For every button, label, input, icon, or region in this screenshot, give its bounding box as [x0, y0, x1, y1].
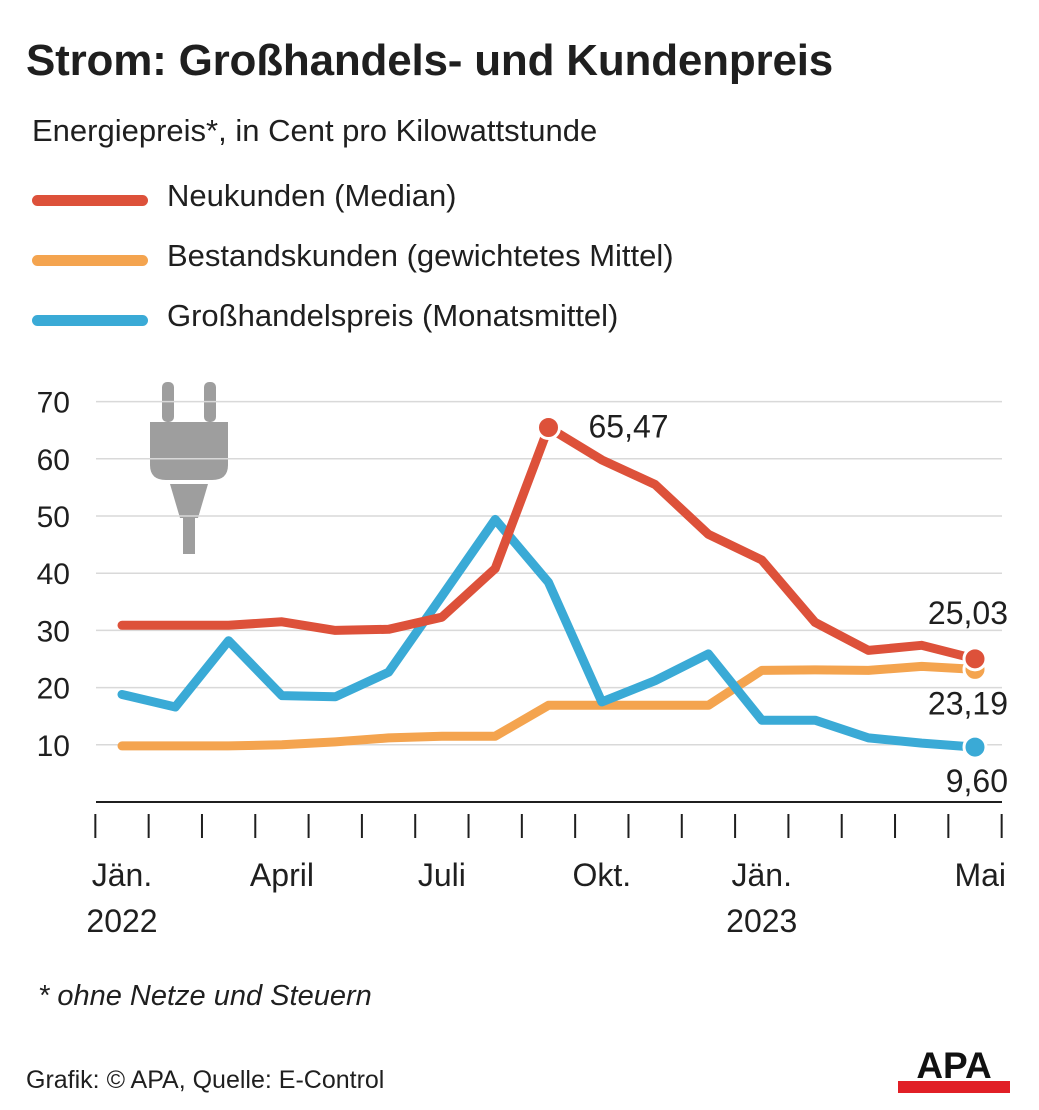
x-tick-label: Mai — [954, 857, 1006, 893]
source-credit: Grafik: © APA, Quelle: E-Control — [26, 1066, 385, 1094]
data-labels: 25,03 23,19 9,60 65,47 — [589, 409, 1009, 800]
end-label-bestandskunden: 23,19 — [928, 685, 1008, 721]
legend-swatch-grosshandel — [32, 315, 148, 326]
series-lines — [117, 415, 988, 760]
y-axis-labels: 10 20 30 40 50 60 70 — [37, 387, 70, 763]
y-tick-label-10: 10 — [37, 730, 70, 763]
y-tick-label-60: 60 — [37, 444, 70, 477]
end-marker-neukunden — [962, 646, 988, 672]
x-tick-label: Jän. — [92, 857, 152, 893]
series-line-bestandskunden — [117, 661, 980, 751]
plug-icon — [150, 382, 228, 554]
x-axis-labels: Jän. 2022 April Juli Okt. Jän. 2023 Mai — [86, 857, 1006, 939]
legend-label-bestandskunden: Bestandskunden (gewichtetes Mittel) — [167, 238, 674, 273]
y-tick-label-20: 20 — [37, 673, 70, 706]
x-axis — [94, 801, 1003, 838]
x-tick-label: Juli — [418, 857, 466, 893]
end-label-grosshandel: 9,60 — [946, 763, 1008, 799]
legend-swatch-bestandskunden — [32, 255, 148, 266]
legend-label-grosshandel: Großhandelspreis (Monatsmittel) — [167, 298, 619, 333]
x-tick-label: 2022 — [86, 903, 157, 939]
y-tick-label-30: 30 — [37, 615, 70, 648]
apa-logo: APA — [898, 1045, 1010, 1093]
x-tick-label: Okt. — [572, 857, 631, 893]
end-marker-grosshandel — [962, 734, 988, 760]
peak-marker-neukunden — [536, 415, 561, 441]
legend-swatch-neukunden — [32, 195, 148, 206]
y-tick-label-40: 40 — [37, 558, 70, 591]
legend-label-neukunden: Neukunden (Median) — [167, 178, 457, 213]
x-tick-label: 2023 — [726, 903, 797, 939]
grid — [96, 400, 1002, 746]
y-tick-label-50: 50 — [37, 501, 70, 534]
y-tick-label-70: 70 — [37, 387, 70, 420]
apa-logo-text: APA — [916, 1045, 991, 1086]
x-tick-label: April — [250, 857, 314, 893]
series-line-neukunden — [117, 423, 980, 664]
footnote: * ohne Netze und Steuern — [38, 980, 372, 1012]
end-label-neukunden: 25,03 — [928, 595, 1008, 631]
chart-subtitle: Energiepreis*, in Cent pro Kilowattstund… — [32, 113, 598, 148]
chart-title: Strom: Großhandels- und Kundenpreis — [26, 36, 834, 85]
peak-label-neukunden: 65,47 — [589, 409, 669, 445]
series-line-grosshandel — [117, 514, 980, 752]
x-tick-label: Jän. — [732, 857, 792, 893]
